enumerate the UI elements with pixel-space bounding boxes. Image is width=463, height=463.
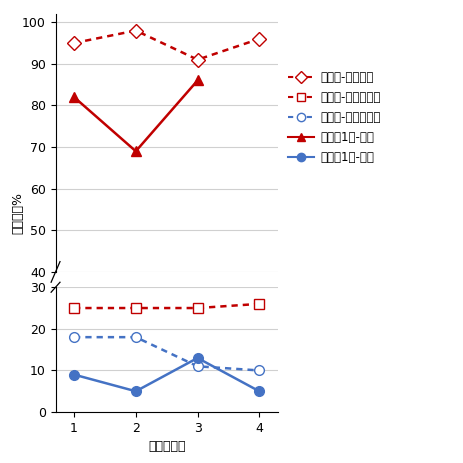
X-axis label: 年（令和）: 年（令和） [148,440,185,453]
Legend: 弁理士-口述試験, 弁理士-論文式試験, 弁理士-短答式試験, 知財管1級-実技, 知財管1級-学科: 弁理士-口述試験, 弁理士-論文式試験, 弁理士-短答式試験, 知財管1級-実技… [284,66,385,169]
Text: 合格率，%: 合格率，% [12,192,25,234]
